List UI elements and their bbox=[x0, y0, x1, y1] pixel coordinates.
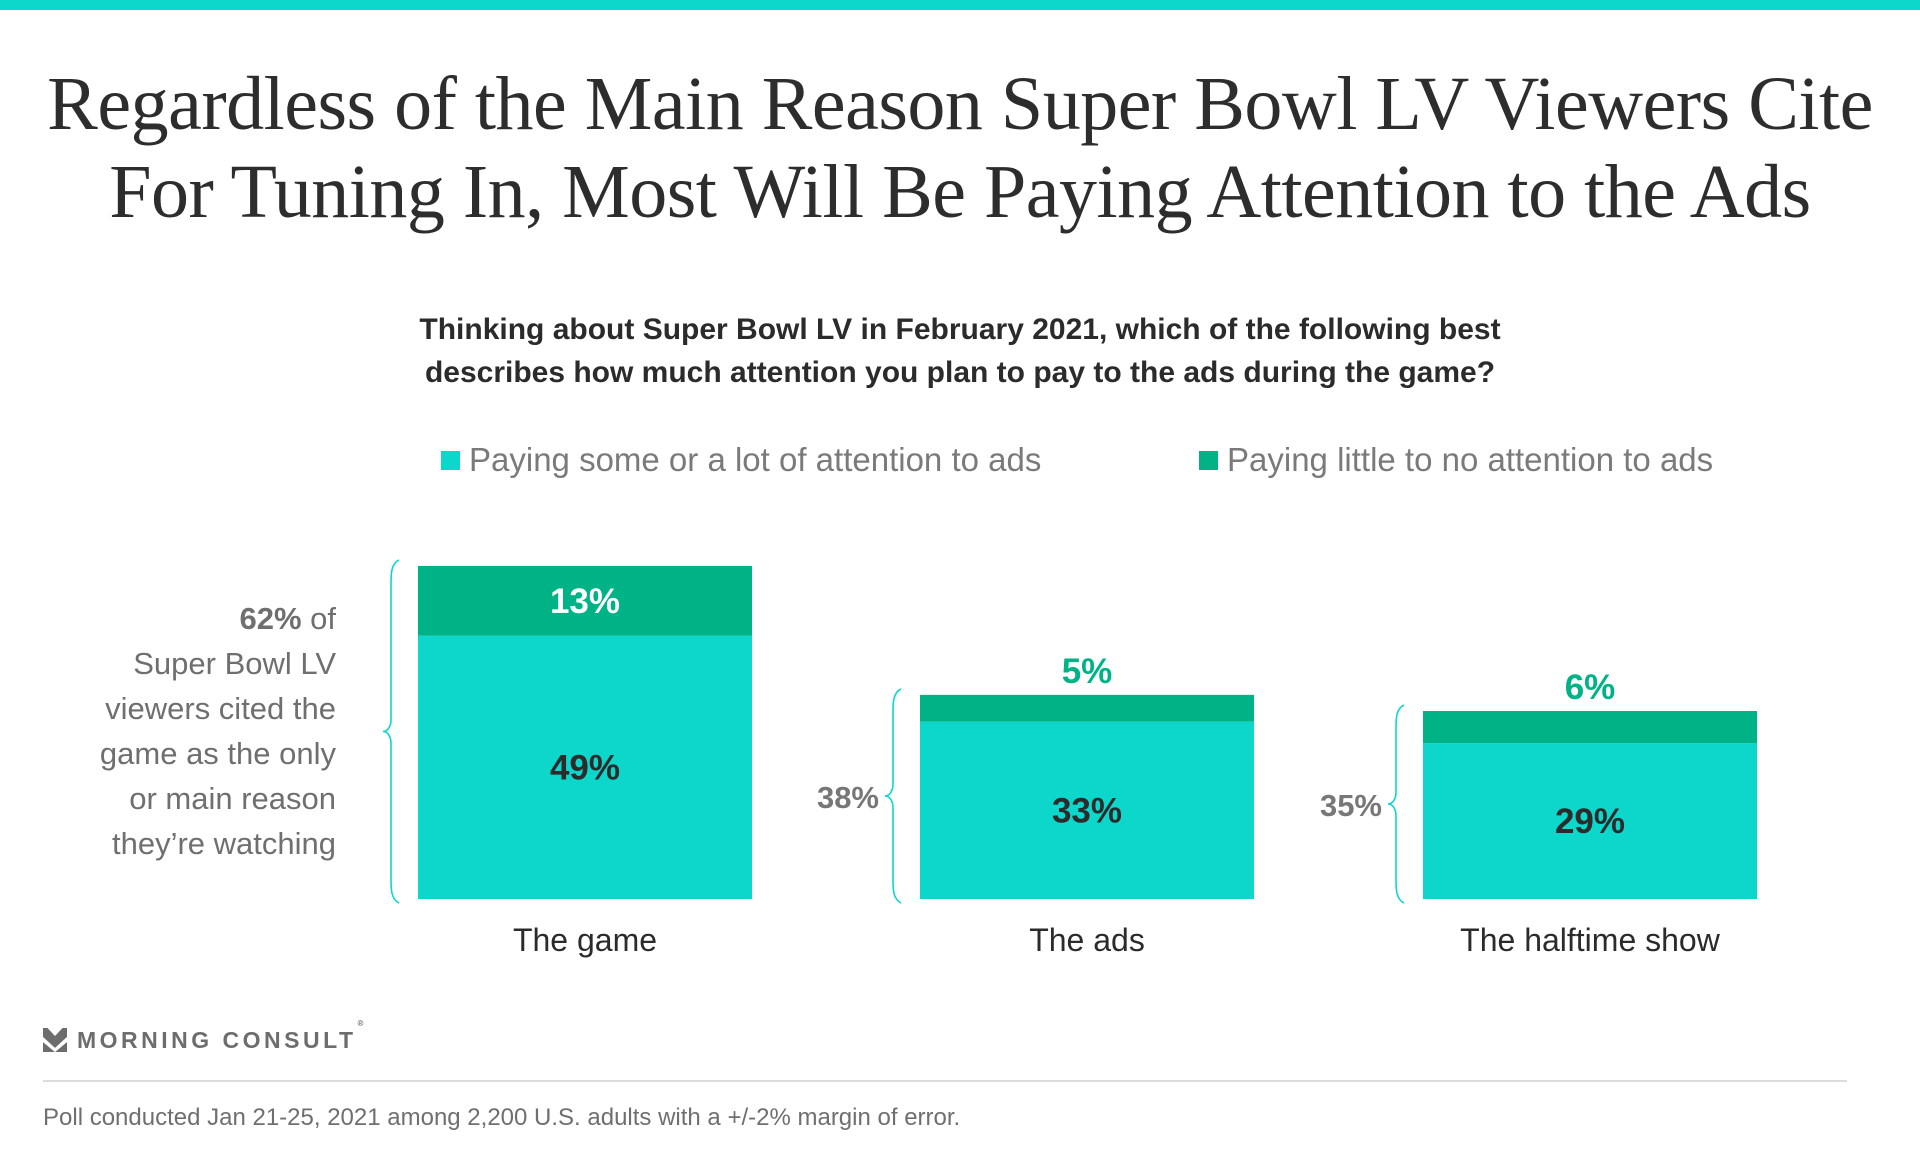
bar-segment-some-or-lot-the-ads bbox=[920, 721, 1254, 899]
data-label-some-or-lot-the-ads: 33% bbox=[1052, 791, 1122, 830]
bar-segment-little-or-none-the-halftime-show bbox=[1423, 710, 1757, 744]
bar-segment-little-or-none-the-game bbox=[418, 565, 752, 636]
chart-title-line-2: For Tuning In, Most Will Be Paying Atten… bbox=[109, 150, 1811, 234]
legend: Paying some or a lot of attention to ads… bbox=[0, 438, 1920, 482]
total-label-the-halftime-show: 35% bbox=[1320, 788, 1382, 823]
top-accent-bar bbox=[0, 0, 1920, 10]
bar-segment-little-or-none-the-ads bbox=[920, 694, 1254, 722]
footnote: Poll conducted Jan 21-25, 2021 among 2,2… bbox=[43, 1104, 961, 1131]
chart-subtitle-line-2: describes how much attention you plan to… bbox=[424, 356, 1496, 389]
data-label-some-or-lot-the-game: 49% bbox=[550, 748, 620, 787]
legend-swatch-some-or-lot bbox=[441, 450, 460, 470]
annotation-line-1-rest: of bbox=[301, 601, 336, 636]
legend-swatch-little-or-none bbox=[1199, 450, 1218, 470]
data-label-little-or-none-the-ads: 5% bbox=[1062, 652, 1113, 691]
bracket-the-halftime-show bbox=[1387, 704, 1405, 904]
annotation-line-3: viewers cited the bbox=[105, 691, 336, 726]
footer-divider bbox=[43, 1080, 1847, 1082]
category-label-the-halftime-show: The halftime show bbox=[1460, 922, 1721, 958]
legend-label-some-or-lot: Paying some or a lot of attention to ads bbox=[469, 441, 1042, 478]
annotation-bold-percent: 62% bbox=[239, 601, 302, 636]
data-label-some-or-lot-the-halftime-show: 29% bbox=[1555, 802, 1625, 841]
game-annotation: 62% of Super Bowl LV viewers cited the g… bbox=[100, 596, 336, 866]
category-label-the-game: The game bbox=[513, 922, 657, 958]
annotation-line-1: 62% of bbox=[100, 596, 336, 641]
chart-subtitle-line-1: Thinking about Super Bowl LV in February… bbox=[419, 313, 1501, 346]
bracket-the-game bbox=[382, 559, 400, 904]
chart-title: Regardless of the Main Reason Super Bowl… bbox=[0, 60, 1920, 236]
legend-item-some-or-lot: Paying some or a lot of attention to ads bbox=[441, 438, 1041, 482]
chart-subtitle: Thinking about Super Bowl LV in February… bbox=[0, 308, 1920, 394]
annotation-line-4: game as the only bbox=[99, 736, 336, 771]
logo-text: MORNING CONSULT bbox=[77, 1026, 357, 1053]
data-label-little-or-none-the-game: 13% bbox=[550, 582, 620, 621]
legend-item-little-or-none: Paying little to no attention to ads bbox=[1199, 438, 1713, 482]
bar-segment-some-or-lot-the-game bbox=[418, 635, 752, 899]
legend-label-little-or-none: Paying little to no attention to ads bbox=[1227, 441, 1714, 478]
annotation-line-2: Super Bowl LV bbox=[133, 646, 336, 681]
bar-segment-some-or-lot-the-halftime-show bbox=[1423, 743, 1757, 899]
data-label-little-or-none-the-halftime-show: 6% bbox=[1565, 668, 1616, 707]
total-label-the-ads: 38% bbox=[817, 780, 879, 815]
annotation-line-6: they’re watching bbox=[111, 826, 336, 861]
chart-title-line-1: Regardless of the Main Reason Super Bowl… bbox=[47, 62, 1873, 146]
morning-consult-chevron-icon bbox=[43, 1028, 67, 1052]
logo-wordmark: MORNING CONSULT® bbox=[77, 1019, 367, 1054]
bracket-the-ads bbox=[884, 688, 902, 904]
morning-consult-logo: MORNING CONSULT® bbox=[43, 1019, 367, 1055]
annotation-line-5: or main reason bbox=[129, 781, 336, 816]
category-label-the-ads: The ads bbox=[1029, 922, 1145, 958]
registered-mark: ® bbox=[357, 1018, 367, 1028]
